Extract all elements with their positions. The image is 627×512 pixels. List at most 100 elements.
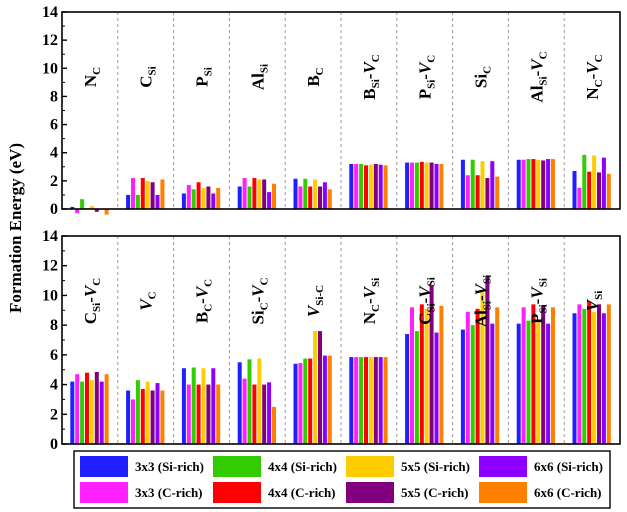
bar	[439, 163, 444, 209]
bar	[160, 179, 165, 209]
legend-swatch	[346, 482, 394, 503]
bar	[247, 186, 252, 209]
y-tick-label: 10	[42, 60, 58, 77]
bar	[592, 311, 597, 444]
bar	[80, 199, 85, 209]
category-label: CSi-VSi	[416, 277, 438, 325]
category-label: SiC	[472, 66, 494, 88]
y-tick-label: 14	[42, 4, 58, 21]
bar	[606, 304, 611, 444]
bar	[349, 357, 354, 444]
bar	[410, 162, 414, 209]
bar	[293, 363, 298, 444]
bar	[181, 193, 186, 209]
bar	[480, 161, 485, 209]
bar	[267, 192, 272, 209]
bar	[359, 357, 364, 444]
bar	[536, 320, 541, 444]
bar	[526, 159, 531, 209]
category-label: NC	[81, 67, 103, 87]
bar	[495, 307, 500, 444]
bar	[322, 182, 327, 209]
bar	[247, 359, 252, 444]
bar	[410, 307, 414, 444]
bar	[541, 305, 546, 444]
y-tick-label: 12	[42, 32, 58, 49]
category-label: VC	[137, 291, 159, 310]
bar	[70, 381, 75, 444]
bar	[155, 383, 160, 444]
bar	[434, 332, 439, 444]
legend-swatch	[479, 482, 527, 503]
bar	[531, 304, 536, 444]
panel-2: CSi-VC VC BC-VC SiC-VC VSi-C NC-VSi CSi-VSi AlS…	[42, 228, 621, 453]
legend-label: 5x5 (Si-rich)	[401, 459, 470, 474]
bar	[424, 308, 429, 444]
bar	[465, 175, 470, 209]
category-label: AlSi-VC	[527, 51, 549, 102]
bar	[368, 164, 373, 209]
bar	[89, 380, 94, 444]
y-tick-label: 6	[50, 117, 58, 134]
bar	[378, 357, 383, 444]
bar	[551, 307, 555, 444]
category-label: BC-VC	[193, 279, 215, 323]
bar	[145, 381, 150, 444]
bar	[364, 357, 368, 444]
bar	[216, 384, 221, 444]
bar	[201, 187, 206, 209]
bar	[104, 209, 109, 215]
bar	[196, 182, 201, 209]
bar	[303, 178, 308, 209]
bar	[70, 206, 75, 209]
bar	[135, 194, 140, 209]
bar	[303, 358, 308, 444]
bar	[541, 160, 546, 209]
bar	[181, 368, 186, 444]
bar	[480, 292, 485, 444]
legend-label: 6x6 (C-rich)	[534, 485, 602, 500]
bar	[434, 163, 439, 209]
bar	[601, 157, 606, 209]
bar	[383, 165, 388, 209]
bar	[587, 301, 592, 444]
bar	[140, 389, 145, 444]
bar	[308, 186, 313, 209]
bar	[551, 159, 555, 209]
bar	[490, 323, 495, 444]
bar	[577, 304, 582, 444]
bar	[470, 325, 475, 444]
bar	[191, 189, 196, 209]
bar	[475, 308, 480, 444]
bar	[145, 180, 150, 209]
bar	[262, 384, 267, 444]
legend-swatch	[80, 456, 128, 477]
category-label: PSi-VSi	[527, 278, 549, 324]
bar	[322, 355, 327, 444]
bar	[216, 187, 221, 209]
bar	[131, 178, 135, 209]
bar	[546, 159, 551, 209]
bar	[150, 182, 155, 209]
bar	[597, 172, 601, 209]
bar	[327, 355, 332, 444]
bar	[582, 308, 587, 444]
bar	[131, 399, 135, 444]
bar	[298, 363, 303, 444]
y-tick-label: 4	[50, 145, 58, 162]
bar	[364, 165, 368, 209]
bar	[267, 382, 272, 444]
bar	[485, 178, 490, 209]
bar	[262, 179, 267, 209]
bar	[206, 384, 211, 444]
bar	[186, 384, 191, 444]
bar	[318, 331, 322, 444]
legend-label: 4x4 (C-rich)	[268, 485, 336, 500]
bar	[354, 357, 359, 444]
legend-label: 3x3 (Si-rich)	[135, 459, 204, 474]
bar	[536, 159, 541, 209]
bar	[373, 163, 378, 209]
bar	[252, 178, 257, 209]
bar	[155, 194, 160, 209]
